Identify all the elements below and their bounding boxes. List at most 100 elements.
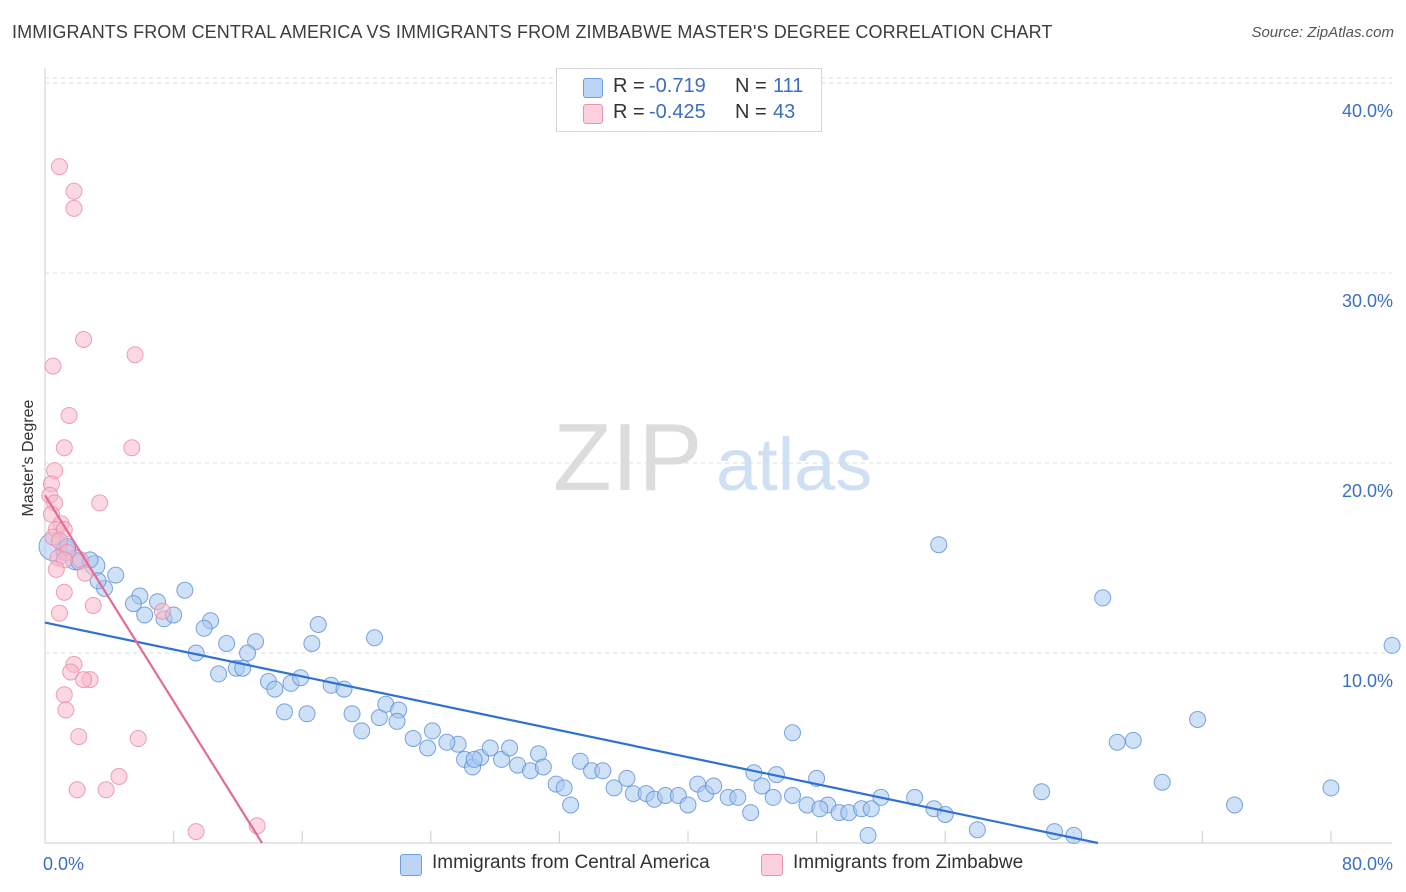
central-america-point: [1383, 636, 1401, 654]
legend-n-value: 111: [773, 75, 804, 97]
central-america-point: [210, 665, 228, 683]
zimbabwe-point: [97, 781, 115, 799]
central-america-point: [783, 724, 801, 742]
central-america-point: [571, 752, 589, 770]
central-america-point: [1046, 823, 1064, 841]
central-america-point: [423, 722, 441, 740]
central-america-point: [309, 616, 327, 633]
central-america-point: [742, 804, 760, 822]
zimbabwe-point: [75, 331, 93, 348]
central-america-point: [594, 762, 612, 780]
central-america-point: [353, 722, 371, 740]
y-axis-label: Master's Degree: [20, 399, 37, 516]
series-swatch-blue: [400, 854, 422, 876]
y-tick-label: 30.0%: [1342, 291, 1393, 311]
legend-swatch-pink: [583, 104, 603, 124]
zimbabwe-point: [55, 583, 73, 601]
zimbabwe-point: [47, 560, 65, 578]
legend-r-value: -0.719: [649, 75, 706, 97]
central-america-point: [266, 680, 284, 698]
central-america-point: [1094, 589, 1112, 607]
central-america-point: [555, 779, 573, 797]
series-legend-label: Immigrants from Zimbabwe: [793, 852, 1024, 873]
central-america-point: [1226, 796, 1244, 814]
y-tick-label: 10.0%: [1342, 671, 1393, 691]
series-legend: Immigrants from Central America Immigran…: [0, 851, 1406, 881]
series-swatch-pink: [761, 854, 783, 876]
zimbabwe-point: [110, 768, 128, 785]
central-america-point: [343, 705, 361, 723]
central-america-point: [605, 779, 623, 797]
legend-r-label: R =: [613, 75, 645, 97]
central-america-point: [1033, 783, 1051, 801]
legend-r-value: -0.425: [649, 101, 706, 123]
legend-n-label: N =: [735, 75, 767, 97]
zimbabwe-point: [65, 199, 83, 217]
watermark-atlas: atlas: [716, 423, 872, 506]
x-tick-label: 80.0%: [1342, 854, 1393, 874]
trend-layer: [44, 494, 1099, 845]
central-america-point: [124, 595, 142, 613]
zimbabwe-point: [70, 728, 88, 746]
zimbabwe-point: [91, 494, 109, 512]
central-america-point: [176, 581, 194, 599]
central-america-point: [862, 800, 880, 818]
central-america-point: [534, 758, 552, 776]
y-tick-label: 40.0%: [1342, 101, 1393, 121]
central-america-point: [1124, 731, 1142, 749]
central-america-point: [136, 606, 154, 624]
chart-title: IMMIGRANTS FROM CENTRAL AMERICA VS IMMIG…: [12, 22, 1053, 42]
zimbabwe-point: [153, 602, 171, 620]
zimbabwe-point: [75, 671, 93, 689]
zimbabwe-point: [50, 604, 68, 622]
zimbabwe-point: [55, 686, 73, 704]
series-legend-label: Immigrants from Central America: [432, 852, 710, 873]
watermark: ZIP atlas: [553, 404, 872, 511]
central-america-point: [618, 769, 636, 787]
legend-n-label: N =: [735, 101, 767, 123]
zimbabwe-point: [55, 439, 73, 457]
central-america-point: [419, 739, 437, 757]
central-america-point: [1065, 826, 1083, 844]
central-america-point: [438, 733, 456, 751]
stats-legend: R = -0.719 N = 111 R = -0.425 N = 43: [556, 68, 822, 132]
points-layer: [38, 158, 1401, 844]
central-america-point: [811, 800, 829, 818]
central-america-point: [705, 777, 723, 795]
central-america-point: [239, 644, 257, 662]
zimbabwe-point: [84, 597, 102, 614]
zimbabwe-point: [129, 730, 147, 747]
central-america-point: [1108, 733, 1126, 751]
legend-row-zimbabwe[interactable]: R = -0.425 N = 43: [557, 101, 821, 127]
central-america-point: [218, 635, 236, 652]
legend-n-value: 43: [773, 101, 796, 123]
zimbabwe-trendline: [44, 494, 263, 844]
legend-row-central-america[interactable]: R = -0.719 N = 111: [557, 75, 821, 101]
central-america-point: [729, 788, 747, 806]
y-tick-label: 20.0%: [1342, 481, 1393, 501]
watermark-zip: ZIP: [553, 404, 702, 511]
central-america-point: [562, 796, 580, 814]
central-america-point: [388, 712, 406, 730]
source-label[interactable]: Source: ZipAtlas.com: [1251, 24, 1394, 41]
x-tick-label: 0.0%: [43, 854, 84, 874]
zimbabwe-point: [187, 823, 205, 841]
legend-r-label: R =: [613, 101, 645, 123]
zimbabwe-point: [123, 439, 141, 457]
central-america-trendline: [44, 621, 1099, 845]
central-america-point: [366, 629, 384, 647]
central-america-point: [107, 566, 125, 584]
central-america-point: [276, 703, 294, 721]
central-america-point: [404, 730, 422, 747]
zimbabwe-point: [44, 357, 62, 375]
central-america-point: [1322, 779, 1340, 797]
central-america-point: [859, 826, 877, 844]
zimbabwe-point: [50, 158, 68, 176]
central-america-point: [679, 796, 697, 814]
central-america-point: [298, 705, 316, 723]
central-america-point: [930, 536, 948, 554]
zimbabwe-point: [126, 346, 144, 364]
legend-swatch-blue: [583, 78, 603, 98]
central-america-point: [968, 821, 986, 839]
